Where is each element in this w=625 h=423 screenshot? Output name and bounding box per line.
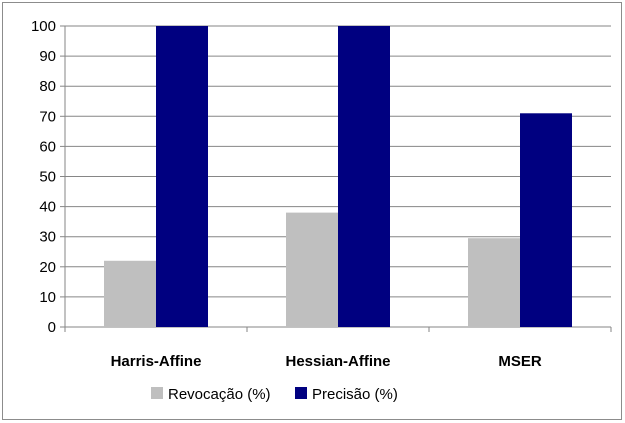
y-tick-label: 20 (39, 259, 56, 276)
category-labels: Harris-Affine Hessian-Affine MSER (111, 353, 542, 370)
y-tick-labels: 0 10 20 30 40 50 60 70 80 90 100 (31, 18, 56, 336)
bar-precisao (520, 113, 572, 327)
bar-revocacao (104, 260, 156, 327)
legend-label: Precisão (%) (312, 386, 398, 403)
y-tick-label: 50 (39, 169, 56, 186)
category-label: Hessian-Affine (285, 353, 390, 370)
legend-swatch (151, 387, 163, 399)
category-label: Harris-Affine (111, 353, 202, 370)
legend: Revocação (%) Precisão (%) (151, 386, 398, 403)
category-label: MSER (498, 353, 542, 370)
bar-precisao (338, 26, 390, 327)
y-tick-label: 60 (39, 138, 56, 155)
y-tick-label: 90 (39, 48, 56, 65)
y-tick-label: 100 (31, 18, 56, 35)
y-tick-label: 70 (39, 108, 56, 125)
y-tick-label: 0 (48, 319, 56, 336)
bar-revocacao (286, 212, 338, 327)
bar-precisao (156, 26, 208, 327)
y-tick-label: 80 (39, 78, 56, 95)
y-tick-label: 10 (39, 289, 56, 306)
y-tick-label: 40 (39, 199, 56, 216)
bars (104, 26, 572, 327)
legend-label: Revocação (%) (168, 386, 271, 403)
y-tick-label: 30 (39, 229, 56, 246)
bar-chart: 0 10 20 30 40 50 60 70 80 90 100 Harris-Affine Hess… (31, 18, 612, 403)
bar-revocacao (468, 238, 520, 327)
legend-swatch (295, 387, 307, 399)
